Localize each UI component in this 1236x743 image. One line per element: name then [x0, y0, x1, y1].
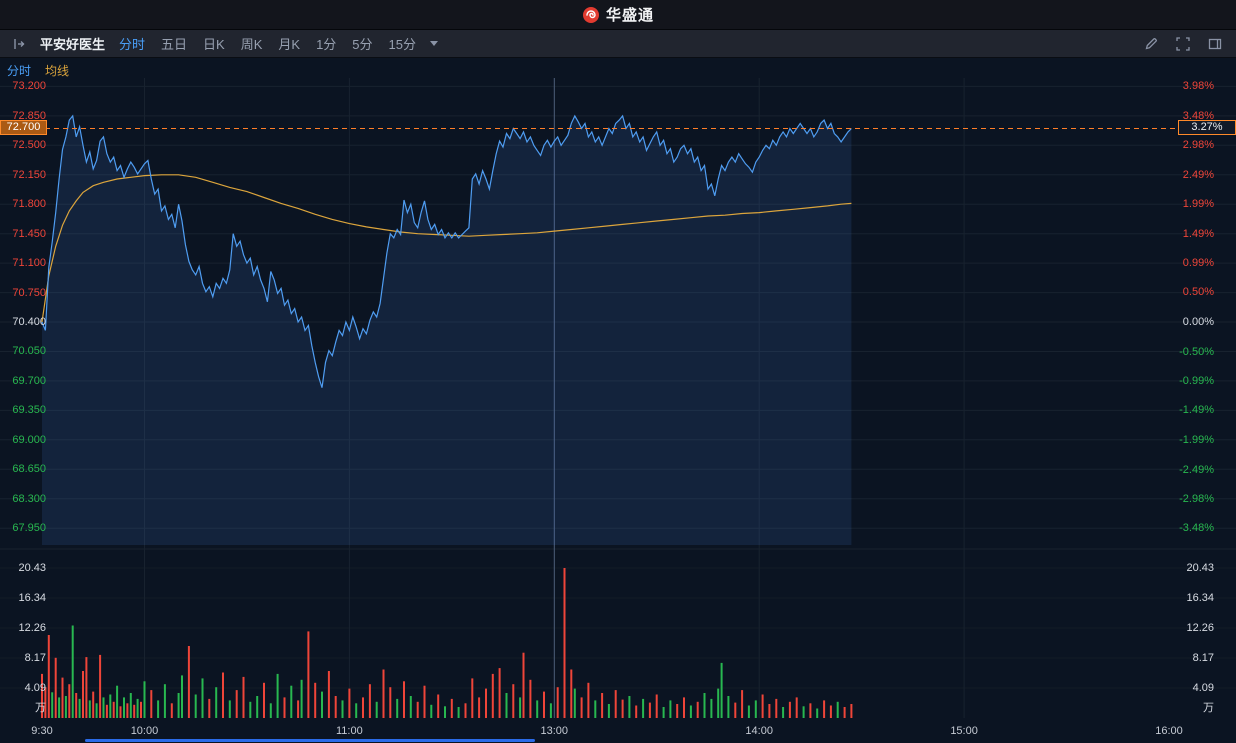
- more-periods-dropdown-icon[interactable]: [430, 41, 438, 46]
- app-logo-icon: [582, 6, 600, 24]
- percent-axis-label: -1.99%: [1179, 433, 1214, 446]
- percent-axis-label: 3.98%: [1182, 80, 1214, 93]
- percent-axis-label: -0.99%: [1179, 374, 1214, 387]
- price-axis-label: 68.650: [12, 463, 46, 476]
- volume-axis-label-right: 4.09: [1192, 681, 1214, 694]
- price-axis-label: 70.750: [12, 286, 46, 299]
- volume-axis-label-left: 4.09: [24, 681, 46, 694]
- stock-name: 平安好医生: [40, 37, 106, 52]
- tab-15分[interactable]: 15分: [388, 37, 416, 52]
- legend-分时: 分时: [7, 64, 32, 78]
- volume-axis-label-right: 16.34: [1186, 592, 1214, 605]
- chart-toolbar: 平安好医生 分时 五日 日K 周K 月K 1分 5分 15分: [0, 30, 1236, 58]
- price-axis-label: 71.450: [12, 227, 46, 240]
- volume-axis-label-right: 20.43: [1186, 562, 1214, 574]
- price-axis-label: 67.950: [12, 522, 46, 535]
- chart-canvas[interactable]: [0, 58, 1236, 743]
- tab-分时[interactable]: 分时: [119, 37, 146, 52]
- tab-1分[interactable]: 1分: [316, 37, 337, 52]
- percent-axis-label: 0.50%: [1182, 286, 1214, 299]
- time-axis-label: 14:00: [745, 725, 773, 737]
- price-axis-label: 71.100: [12, 257, 46, 270]
- price-axis-label: 73.200: [12, 80, 46, 93]
- percent-axis-label: 0.99%: [1182, 257, 1214, 270]
- intraday-chart[interactable]: 分时 均线 73.200 72.850 72.500 72.150 71.800 71.45…: [0, 58, 1236, 743]
- price-axis-label: 69.000: [12, 433, 46, 446]
- volume-axis-label-left: 8.17: [24, 652, 46, 664]
- time-axis-label: 13:00: [540, 725, 569, 737]
- chart-legend: 分时 均线: [7, 62, 69, 79]
- percent-axis-label: -2.49%: [1179, 463, 1214, 476]
- volume-axis-label-right: 8.17: [1192, 652, 1214, 664]
- toolbar-right-icons: [1144, 36, 1224, 51]
- price-axis-label: 72.850: [12, 109, 46, 122]
- percent-axis-label: -2.98%: [1179, 492, 1214, 505]
- volume-axis-label-right: 12.26: [1186, 621, 1214, 634]
- tab-五日[interactable]: 五日: [161, 37, 188, 52]
- legend-均线: 均线: [45, 64, 70, 78]
- percent-axis-label: 2.49%: [1182, 168, 1214, 181]
- price-axis-label: 72.500: [12, 139, 46, 152]
- tab-5分[interactable]: 5分: [352, 37, 373, 52]
- price-axis-label: 71.800: [12, 198, 46, 211]
- edit-icon[interactable]: [1144, 37, 1158, 51]
- volume-unit-left: 万: [35, 702, 46, 714]
- tab-周K[interactable]: 周K: [240, 37, 263, 52]
- percent-axis-label: -1.49%: [1179, 404, 1214, 417]
- percent-axis-label: 1.49%: [1182, 227, 1214, 240]
- time-axis-label: 9:30: [31, 725, 53, 737]
- volume-axis-label-left: 16.34: [18, 592, 46, 605]
- price-axis-label: 70.050: [12, 345, 46, 358]
- current-change-tag: 3.27%: [1178, 120, 1236, 136]
- percent-axis-label: 2.98%: [1182, 139, 1214, 152]
- fullscreen-icon[interactable]: [1176, 36, 1190, 51]
- price-axis-label: 70.400: [12, 316, 46, 329]
- period-tabs: 分时 五日 日K 周K 月K 1分 5分 15分: [119, 34, 416, 53]
- time-axis-label: 11:00: [336, 725, 363, 737]
- tab-月K[interactable]: 月K: [278, 37, 301, 52]
- app-title: 华盛通: [605, 7, 654, 24]
- volume-axis-label-left: 12.26: [18, 621, 46, 634]
- time-axis-label: 16:00: [1155, 725, 1183, 737]
- price-axis-label: 68.300: [12, 492, 46, 505]
- collapse-left-panel-icon[interactable]: [12, 37, 26, 51]
- time-axis-label: 10:00: [130, 725, 159, 737]
- tab-日K[interactable]: 日K: [203, 37, 225, 52]
- bottom-scrollbar[interactable]: [85, 739, 535, 742]
- price-axis-label: 69.350: [12, 404, 46, 417]
- price-axis-label: 69.700: [12, 374, 46, 387]
- current-price-tag: 72.700: [0, 120, 47, 136]
- top-bar: 华盛通: [0, 0, 1236, 30]
- percent-axis-label: -0.50%: [1179, 345, 1214, 358]
- volume-unit-right: 万: [1203, 702, 1214, 714]
- percent-axis-label: 1.99%: [1182, 198, 1214, 211]
- percent-axis-label: -3.48%: [1179, 522, 1214, 535]
- percent-axis-label: 0.00%: [1182, 316, 1214, 329]
- volume-axis-label-left: 20.43: [18, 562, 46, 574]
- percent-axis-label: 3.48%: [1182, 109, 1214, 122]
- toggle-right-panel-icon[interactable]: [1208, 37, 1222, 51]
- price-axis-label: 72.150: [12, 168, 46, 181]
- time-axis-label: 15:00: [950, 725, 978, 737]
